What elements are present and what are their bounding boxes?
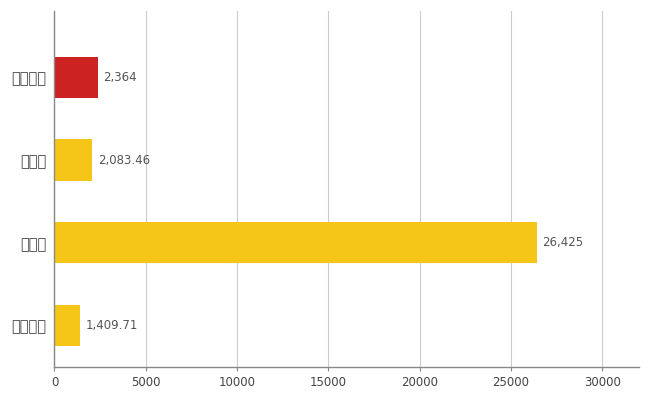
Text: 26,425: 26,425 — [543, 236, 584, 249]
Bar — [55, 222, 537, 264]
Text: 2,364: 2,364 — [103, 71, 136, 84]
Text: 1,409.71: 1,409.71 — [86, 319, 138, 332]
Text: 2,083.46: 2,083.46 — [98, 154, 150, 166]
Bar — [55, 57, 98, 98]
Bar — [55, 139, 92, 181]
Bar — [55, 305, 80, 346]
